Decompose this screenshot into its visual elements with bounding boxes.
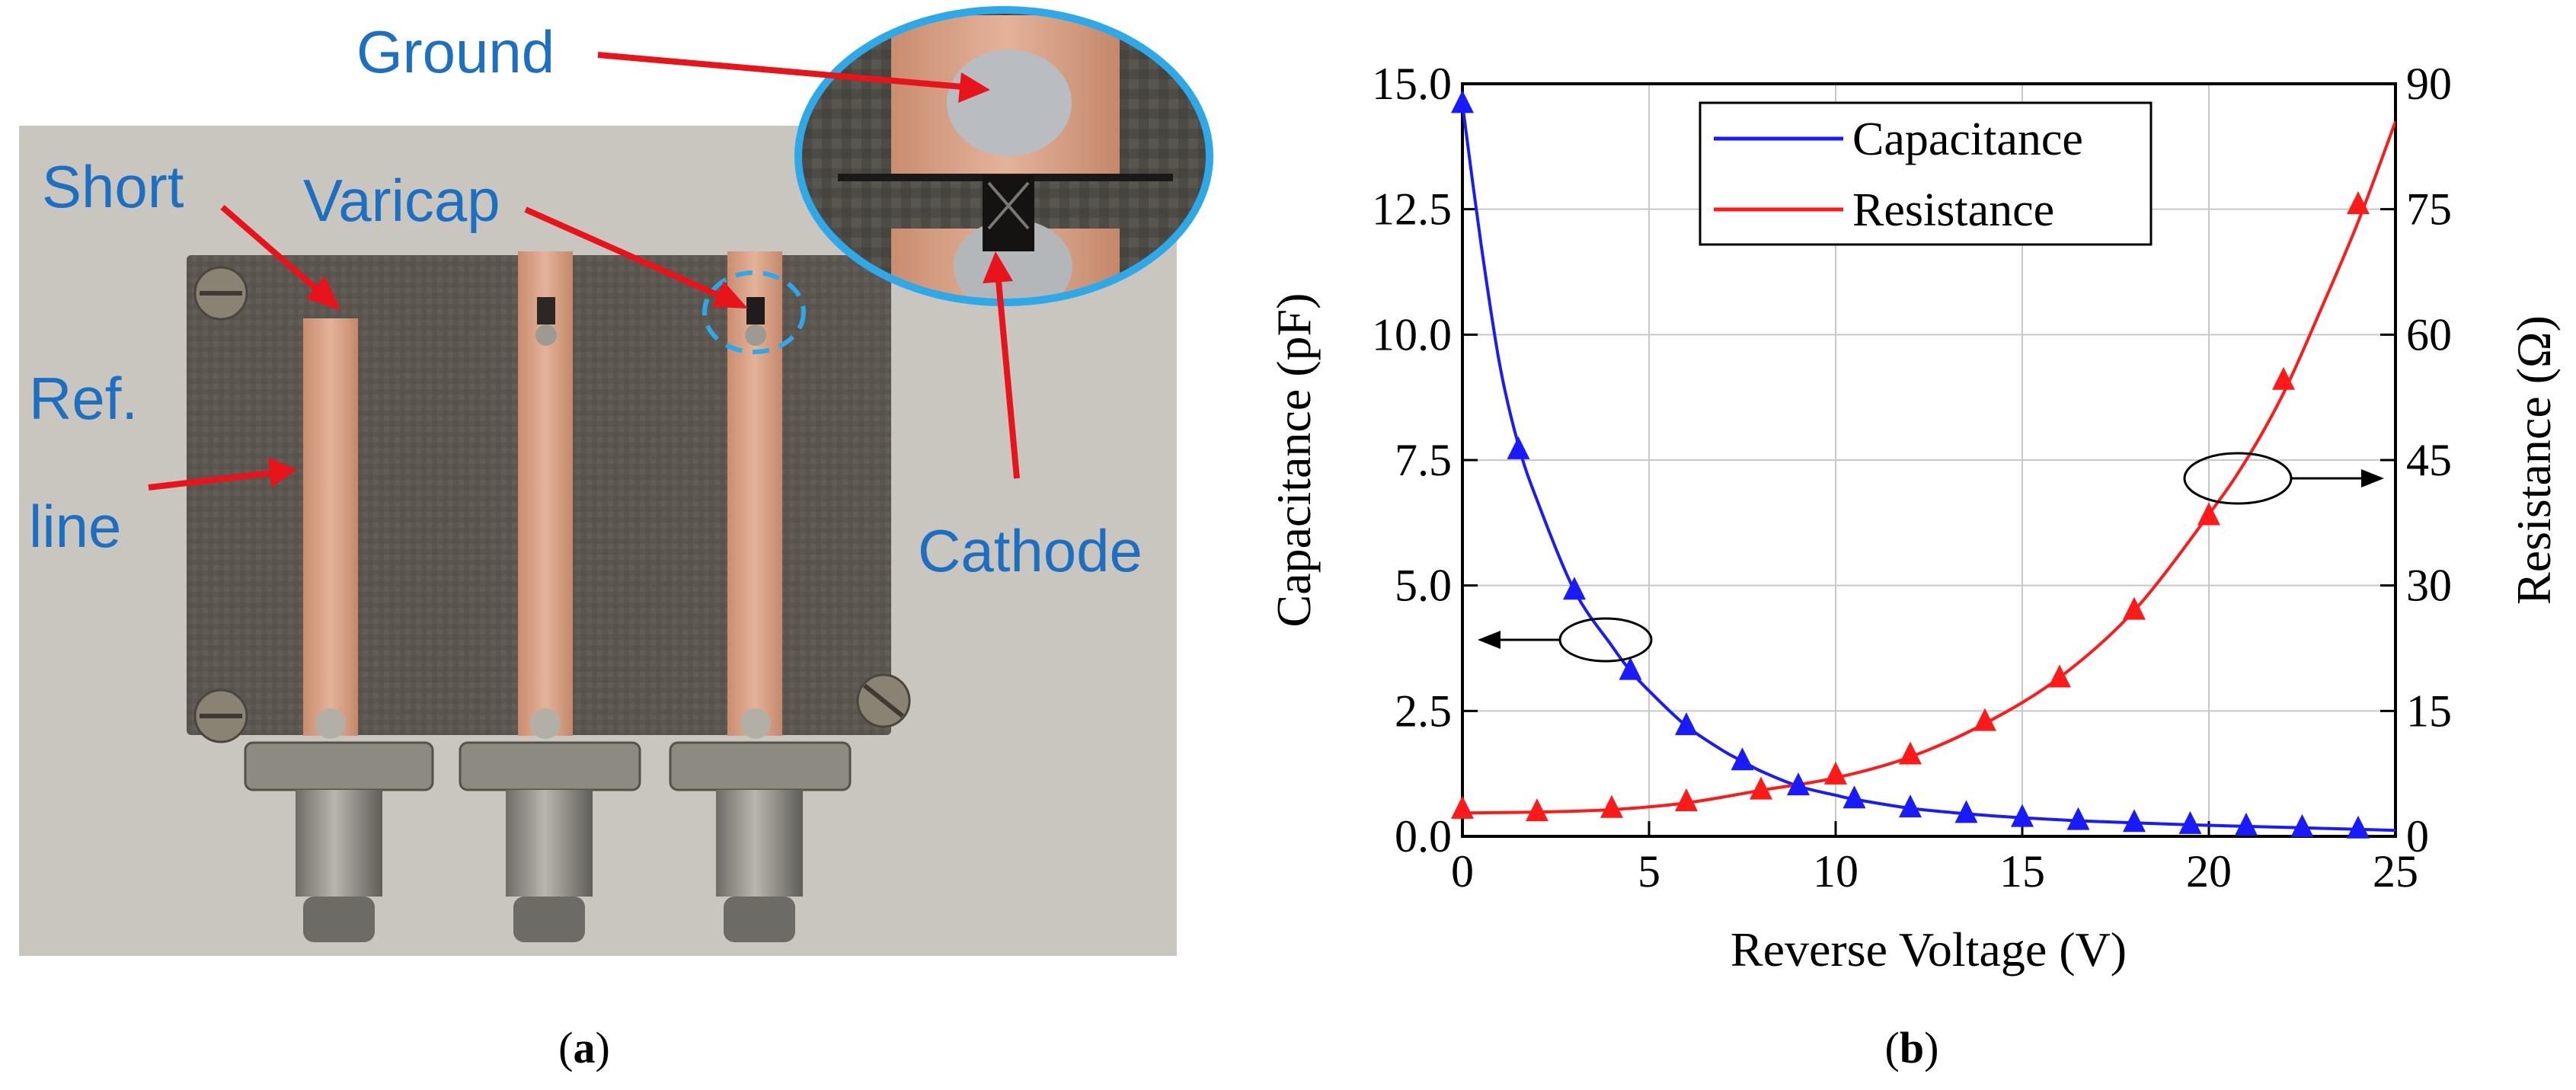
capacitance-marker: [2290, 814, 2314, 837]
x-tick-label: 25: [2373, 846, 2418, 897]
panel-a-photo: Ground Short Varicap Ref. line Cathode (…: [19, 6, 1213, 1072]
resistance-marker: [1824, 761, 1847, 785]
y-right-tick-label: 45: [2406, 435, 2452, 485]
short-arrow: [220, 204, 330, 302]
y-right-tick-label: 0: [2406, 811, 2429, 861]
y-left-tick-label: 12.5: [1372, 184, 1452, 235]
short-label: Short: [42, 153, 184, 220]
chart-markers: [1451, 90, 2370, 839]
y-left-tick-label: 5.0: [1395, 561, 1452, 611]
capacitance-marker: [1731, 747, 1754, 771]
x-tick-label: 5: [1638, 846, 1660, 897]
legend-capacitance-label: Capacitance: [1852, 113, 2083, 165]
reference-line-strip: [303, 318, 358, 736]
capacitance-marker: [1563, 577, 1586, 600]
panel-b-caption: (b): [1885, 1023, 1939, 1072]
screw-icon: [193, 689, 248, 743]
cathode-label: Cathode: [918, 517, 1143, 584]
capacitance-marker: [2235, 812, 2258, 836]
capacitance-marker: [1787, 772, 1810, 796]
y-left-tick-label: 2.5: [1395, 686, 1452, 736]
panel-a-caption: (a): [558, 1023, 610, 1072]
capacitance-marker: [2178, 810, 2202, 834]
capacitance-marker: [1675, 712, 1698, 736]
y-right-tick-label: 90: [2406, 59, 2452, 109]
screw-icon: [856, 673, 911, 728]
capacitance-marker: [1899, 794, 1922, 818]
ref-line-arrow: [148, 469, 279, 491]
line-label-text: line: [29, 493, 121, 560]
capacitance-marker: [2066, 807, 2090, 830]
resistance-marker: [1974, 708, 1996, 731]
capacitance-marker: [1954, 800, 1978, 823]
ref-label: Ref.: [29, 365, 138, 432]
cathode-arrow: [995, 272, 1020, 479]
sma-connector: [669, 708, 852, 942]
capacitance-marker: [2123, 809, 2146, 833]
chart-tick-labels: 0 5 10 15 20 25 0.0 2.5 5.0 7.5 10.0 12.5 15.0 0 15 30 4…: [1372, 59, 2452, 897]
x-tick-label: 15: [1999, 846, 2045, 897]
y-axis-left-title: Capacitance (pF): [1267, 293, 1321, 628]
y-left-tick-label: 10.0: [1372, 309, 1452, 360]
capacitance-marker: [1451, 90, 1474, 113]
resistance-marker: [1899, 741, 1922, 765]
panel-b-chart: 0 5 10 15 20 25 0.0 2.5 5.0 7.5 10.0 12.5 15.0 0 15 30 4…: [1267, 59, 2561, 1072]
varicap-arrow: [524, 206, 733, 304]
capacitance-marker: [1507, 436, 1530, 459]
capacitance-marker: [2347, 815, 2370, 839]
y-left-tick-label: 0.0: [1395, 811, 1452, 861]
resistance-marker: [1675, 788, 1698, 811]
chart-ticks: [1461, 82, 2397, 838]
chart-legend: Capacitance Resistance: [1699, 101, 2153, 246]
resistance-axis-indicator: [2183, 452, 2384, 505]
resistance-marker: [1451, 795, 1474, 819]
y-axis-right-title: Resistance (Ω): [2507, 315, 2561, 605]
sma-connector: [244, 708, 434, 942]
y-left-tick-label: 15.0: [1372, 59, 1452, 109]
capacitance-marker: [1619, 657, 1642, 680]
capacitance-marker: [2011, 804, 2034, 827]
resistance-marker: [2197, 502, 2220, 526]
legend-resistance-label: Resistance: [1852, 184, 2054, 236]
y-left-tick-label: 7.5: [1395, 435, 1452, 485]
varicap-highlight-circle: [702, 270, 806, 354]
screw-icon: [193, 266, 248, 321]
y-right-tick-label: 15: [2406, 686, 2452, 736]
capacitance-marker: [1843, 785, 1866, 809]
y-right-tick-label: 75: [2406, 184, 2452, 235]
capacitance-axis-indicator: [1478, 617, 1653, 663]
y-right-tick-label: 30: [2406, 561, 2452, 611]
varicap-chip: [746, 297, 765, 324]
callout-arrows: [148, 52, 1020, 491]
resistance-marker: [2272, 366, 2295, 390]
x-tick-label: 20: [2186, 846, 2232, 897]
resistance-marker: [1750, 776, 1772, 800]
ground-arrow: [597, 52, 972, 91]
sma-connector: [459, 708, 641, 942]
x-tick-label: 10: [1813, 846, 1858, 897]
varicap-label: Varicap: [303, 167, 500, 234]
resistance-marker: [1600, 794, 1623, 818]
x-tick-label: 0: [1451, 846, 1474, 897]
resistance-marker: [2123, 596, 2146, 620]
x-axis-title: Reverse Voltage (V): [1731, 922, 2127, 977]
resistance-marker: [2347, 191, 2370, 215]
y-right-tick-label: 60: [2406, 309, 2452, 360]
ground-label: Ground: [356, 18, 555, 85]
resistance-marker: [1526, 798, 1548, 822]
resistance-marker: [2048, 664, 2071, 688]
